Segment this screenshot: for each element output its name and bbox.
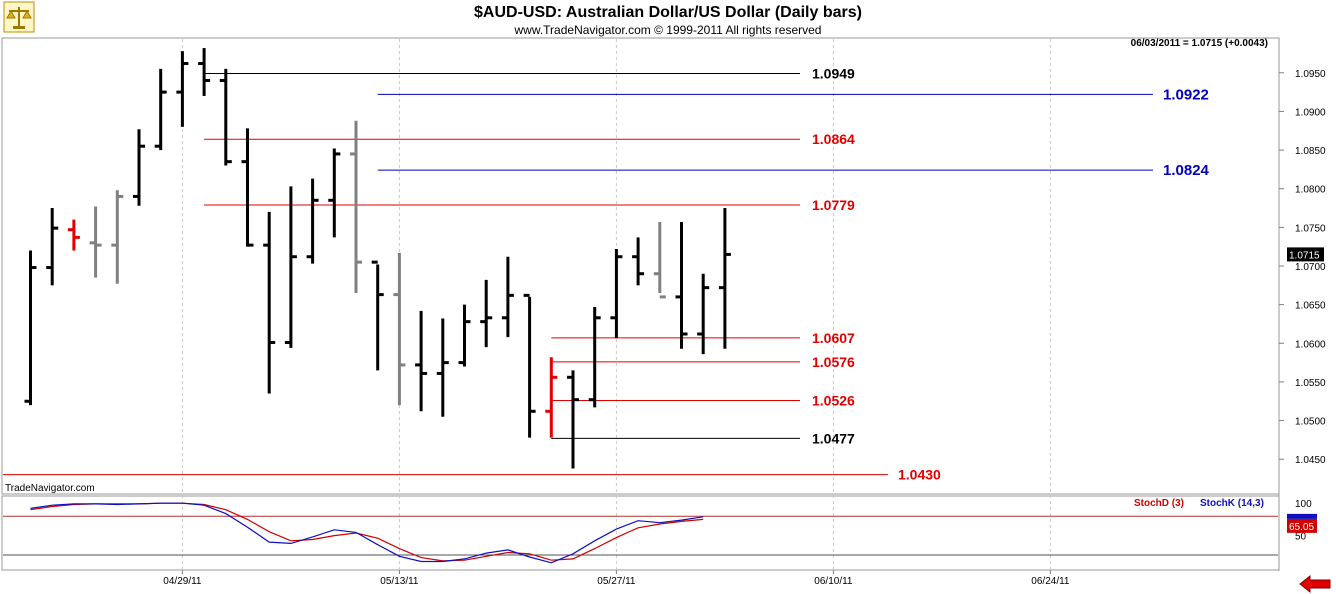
ohlc-bar (632, 237, 645, 286)
ohlc-bar (133, 129, 145, 206)
x-tick-label: 05/27/11 (597, 576, 636, 587)
ohlc-bar (24, 250, 37, 406)
current-price-label: 1.0715 (1289, 250, 1320, 261)
chart-subtitle: www.TradeNavigator.com © 1999-2011 All r… (514, 23, 822, 37)
x-tick-label: 06/10/11 (814, 576, 853, 587)
ohlc-bar (176, 51, 189, 127)
y-tick-label: 1.0600 (1295, 339, 1326, 350)
stoch-value-box-top (1287, 513, 1317, 519)
ohlc-bar (458, 304, 471, 367)
ohlc-bar (241, 128, 254, 247)
ohlc-bar (284, 186, 297, 348)
red-left-arrow-icon[interactable] (1299, 574, 1331, 594)
stochastic-panel-frame (1, 495, 1280, 571)
current-price-box (1287, 247, 1324, 262)
level-label: 1.0607 (812, 330, 855, 346)
ohlc-bar (545, 357, 558, 438)
ohlc-bar (393, 252, 406, 406)
y-tick-label: 1.0500 (1295, 417, 1326, 428)
stoch-legend-label: StochK (14,3) (1200, 498, 1264, 509)
ohlc-bar (653, 221, 666, 299)
ohlc-bar (675, 221, 688, 349)
ohlc-bar (198, 48, 211, 96)
watermark-text: TradeNavigator.com (5, 483, 95, 494)
ohlc-bar (718, 208, 731, 349)
level-label: 1.0477 (812, 430, 855, 446)
y-tick-label: 1.0550 (1295, 378, 1326, 389)
y-tick-label: 1.0450 (1295, 455, 1326, 466)
ohlc-bar (567, 370, 579, 469)
ohlc-bar (371, 260, 384, 371)
y-tick-label: 1.0900 (1295, 107, 1326, 118)
x-tick-label: 05/13/11 (380, 576, 419, 587)
level-label: 1.0779 (812, 197, 855, 213)
ohlc-bar (306, 178, 319, 264)
ohlc-bar (154, 68, 167, 151)
y-tick-label: 1.0750 (1295, 223, 1326, 234)
ohlc-bar (219, 68, 232, 166)
stochastic-indicator: 100 50 StochD (3) StochK (14,3) 65.05 (3, 498, 1317, 564)
x-tick-label: 06/24/11 (1031, 576, 1070, 587)
ohlc-bar (350, 120, 362, 294)
ohlc-bar (415, 310, 428, 412)
y-tick-label: 1.0850 (1295, 146, 1326, 157)
y-tick-label: 1.0650 (1295, 301, 1326, 312)
stoch-y-tick-label: 50 (1295, 532, 1307, 543)
chart-title: $AUD-USD: Australian Dollar/US Dollar (D… (474, 4, 862, 21)
stoch-value-label: 65.05 (1289, 522, 1314, 533)
price-bars (24, 48, 731, 469)
y-tick-label: 1.0800 (1295, 185, 1326, 196)
ohlc-bar (263, 211, 276, 394)
ohlc-bar (89, 206, 102, 278)
stoch-k-line (30, 502, 704, 564)
y-tick-label: 1.0950 (1295, 69, 1326, 80)
level-label: 1.0824 (1163, 162, 1210, 179)
level-layer: 1.0949 1.0922 1.0864 1.0824 1.0779 1.0607 1.05… (3, 66, 1210, 483)
last-quote-readout: 06/03/2011 = 1.0715 (+0.0043) (1131, 38, 1268, 49)
ohlc-bar (610, 248, 623, 338)
stoch-legend-label: StochD (3) (1134, 498, 1184, 509)
ohlc-bar (436, 318, 449, 417)
level-label: 1.0526 (812, 392, 855, 408)
ohlc-bar (501, 256, 514, 338)
level-label: 1.0430 (898, 467, 941, 483)
ohlc-bar (523, 293, 536, 438)
level-label: 1.0576 (812, 354, 855, 370)
ohlc-bar (328, 148, 341, 238)
ohlc-bar (588, 306, 601, 408)
level-label: 1.0864 (812, 131, 855, 147)
price-panel-frame (1, 37, 1280, 495)
level-label: 1.0949 (812, 66, 855, 82)
ohlc-bar (480, 279, 493, 348)
trading-scale-icon[interactable] (3, 1, 35, 33)
ohlc-bar (111, 190, 124, 284)
y-tick-label: 1.0700 (1295, 262, 1326, 273)
ohlc-bar (46, 208, 59, 286)
level-label: 1.0922 (1163, 86, 1209, 103)
ohlc-bar (697, 273, 710, 355)
stoch-value-box (1287, 518, 1317, 533)
axis-layer: 04/29/11 05/13/11 05/27/11 06/10/11 06/24/11… (163, 69, 1326, 587)
stoch-y-tick-label: 100 (1295, 499, 1312, 510)
ohlc-bar (67, 219, 80, 251)
x-tick-label: 04/29/11 (163, 576, 202, 587)
